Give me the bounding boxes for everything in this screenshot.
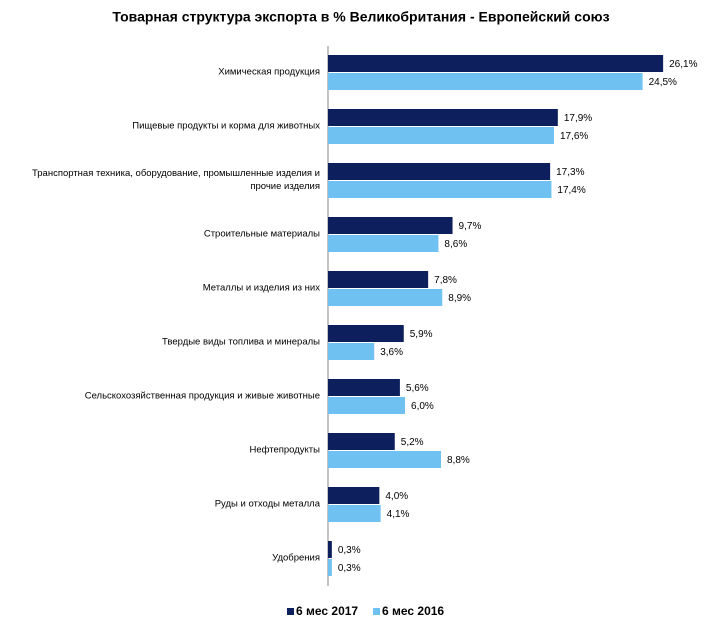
bar	[328, 73, 643, 90]
chart-title: Товарная структура экспорта в % Великобр…	[112, 9, 609, 25]
value-label: 0,3%	[338, 563, 361, 574]
bar	[328, 163, 551, 180]
value-label: 8,6%	[444, 239, 467, 250]
legend-swatch	[373, 608, 380, 615]
bar	[328, 487, 380, 504]
bar	[328, 181, 552, 198]
bar	[328, 289, 443, 306]
bar	[328, 217, 453, 234]
value-label: 7,8%	[434, 275, 457, 286]
bar	[328, 397, 406, 414]
value-label: 4,0%	[385, 491, 408, 502]
bar	[328, 235, 439, 252]
category-label: Твердые виды топлива и минералы	[162, 336, 320, 348]
value-label: 5,9%	[410, 329, 433, 340]
value-label: 3,6%	[380, 347, 403, 358]
value-label: 0,3%	[338, 545, 361, 556]
bar	[328, 433, 395, 450]
value-label: 17,3%	[556, 167, 584, 178]
value-label: 26,1%	[669, 59, 697, 70]
value-label: 8,8%	[447, 455, 470, 466]
value-label: 6,0%	[411, 401, 434, 412]
category-label: Сельскохозяйственная продукция и живые ж…	[84, 390, 320, 402]
value-label: 24,5%	[649, 77, 677, 88]
legend-label: 6 мес 2016	[382, 604, 444, 618]
value-label: 17,6%	[560, 131, 588, 142]
value-label: 8,9%	[448, 293, 471, 304]
value-label: 5,2%	[401, 437, 424, 448]
bar	[328, 379, 400, 396]
bar	[328, 325, 404, 342]
category-label: Строительные материалы	[203, 228, 320, 240]
category-label: Химическая продукция	[218, 66, 320, 78]
value-label: 17,4%	[557, 185, 585, 196]
legend-label: 6 мес 2017	[296, 604, 358, 618]
bar	[328, 55, 664, 72]
bar	[328, 271, 429, 288]
category-label: Металлы и изделия из них	[202, 282, 320, 294]
bar	[328, 559, 332, 576]
value-label: 5,6%	[406, 383, 429, 394]
category-label: Руды и отходы металла	[214, 498, 320, 510]
bar	[328, 109, 558, 126]
legend-swatch	[287, 608, 294, 615]
bar	[328, 343, 375, 360]
bar	[328, 451, 441, 468]
bar	[328, 541, 332, 558]
category-label: Удобрения	[272, 552, 320, 564]
category-label: Нефтепродукты	[249, 444, 320, 456]
category-label: Транспортная техника, оборудование, пром…	[31, 168, 320, 192]
bar	[328, 505, 381, 522]
value-label: 4,1%	[387, 509, 410, 520]
value-label: 9,7%	[459, 221, 482, 232]
bar	[328, 127, 554, 144]
value-label: 17,9%	[564, 113, 592, 124]
category-label: Пищевые продукты и корма для животных	[132, 120, 320, 132]
